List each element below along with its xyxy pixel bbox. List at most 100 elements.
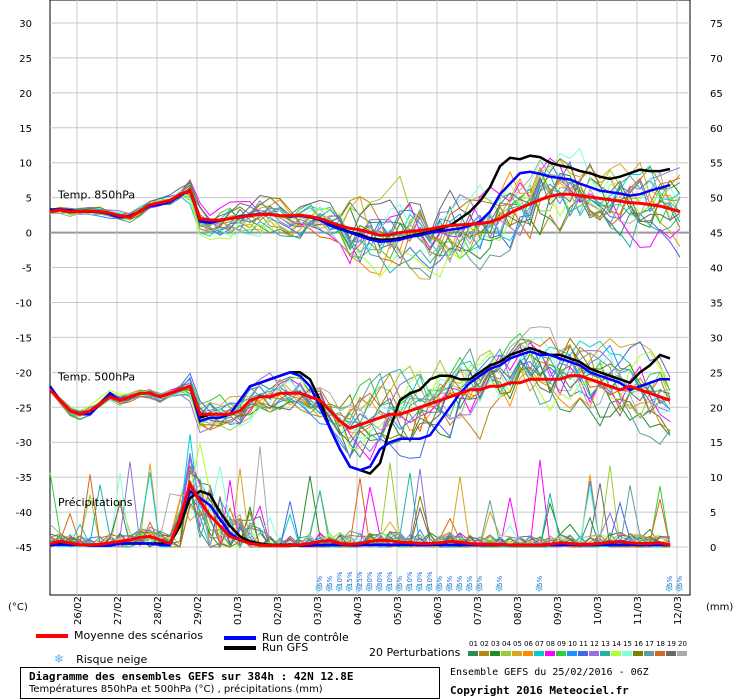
y-left-tick-label: 25 <box>19 54 32 65</box>
snow-risk-value: 5% <box>436 576 444 587</box>
snow-risk-value: 10% <box>386 571 394 587</box>
y-left-tick-label: 10 <box>19 159 32 170</box>
y-right-tick-label: 75 <box>710 19 723 30</box>
perturbation-id: 13 <box>601 640 610 648</box>
x-tick-label: 01/03 <box>233 596 244 625</box>
y-left-tick-label: -45 <box>16 543 32 554</box>
legend-gfs: Run GFS <box>224 641 308 654</box>
perturbation-id: 08 <box>546 640 555 648</box>
x-tick-label: 26/02 <box>73 596 84 625</box>
perturbation-t850-line <box>49 162 681 240</box>
perturbation-t500-line <box>49 359 671 444</box>
x-tick-label: 05/03 <box>393 596 404 625</box>
footer-subtitle: Températures 850hPa et 500hPa (°C) , pré… <box>29 684 323 695</box>
y-right-tick-label: 55 <box>710 159 723 170</box>
x-tick-label: 08/03 <box>513 596 524 625</box>
y-left-unit: (°C) <box>8 602 28 613</box>
panel-label-precip: Précipitations <box>58 496 133 509</box>
x-tick-label: 09/03 <box>553 596 564 625</box>
snow-risk-value: 30% <box>366 571 374 587</box>
snowflake-icon: ❄ <box>534 582 543 595</box>
legend-control-label: Run de contrôle <box>262 631 349 644</box>
y-right-tick-label: 20 <box>710 403 723 414</box>
perturbation-id: 01 <box>469 640 478 648</box>
perturbation-id: 10 <box>568 640 577 648</box>
x-tick-label: 11/03 <box>633 596 644 625</box>
perturbation-swatch <box>666 651 676 656</box>
perturbation-id: 20 <box>678 640 687 648</box>
y-left-tick-label: 5 <box>26 194 32 205</box>
snow-risk-value: 5% <box>316 576 324 587</box>
snowflake-icon: ❄ <box>414 582 423 595</box>
legend-snow-label: Risque neige <box>76 653 148 666</box>
snow-risk-value: 5% <box>456 576 464 587</box>
snowflake-icon: ❄ <box>494 582 503 595</box>
y-left-tick-label: 0 <box>26 229 32 240</box>
perturbation-swatch <box>523 651 533 656</box>
snowflake-icon: ❄ <box>54 652 65 666</box>
snowflake-icon: ❄ <box>374 582 383 595</box>
snowflake-icon: ❄ <box>464 582 473 595</box>
y-right-tick-label: 0 <box>710 543 716 554</box>
perturbation-swatch <box>677 651 687 656</box>
perturbation-id: 11 <box>579 640 588 648</box>
snowflake-icon: ❄ <box>664 582 673 595</box>
snowflake-icon: ❄ <box>454 582 463 595</box>
x-tick-label: 03/03 <box>313 596 324 625</box>
perturbation-id: 02 <box>480 640 489 648</box>
snowflake-icon: ❄ <box>424 582 433 595</box>
y-left-tick-label: -15 <box>16 333 32 344</box>
snow-risk-value: 10% <box>416 571 424 587</box>
series-0-t850-line <box>49 188 681 237</box>
y-left-tick-label: -5 <box>22 264 32 275</box>
snow-risk-value: 15% <box>346 571 354 587</box>
perturbation-id: 16 <box>634 640 643 648</box>
y-right-tick-label: 50 <box>710 194 723 205</box>
perturbation-swatch <box>655 651 665 656</box>
x-tick-label: 07/03 <box>473 596 484 625</box>
series-0-precip-line <box>49 480 671 548</box>
perturbation-swatch <box>479 651 489 656</box>
y-right-tick-label: 10 <box>710 473 723 484</box>
y-left-tick-label: -25 <box>16 403 32 414</box>
perturbation-id: 19 <box>667 640 676 648</box>
perturbation-id: 06 <box>524 640 533 648</box>
x-tick-label: 10/03 <box>593 596 604 625</box>
perturbation-swatch <box>633 651 643 656</box>
perturbation-swatch <box>589 651 599 656</box>
snow-risk-value: 5% <box>676 576 684 587</box>
x-tick-label: 06/03 <box>433 596 444 625</box>
legend-control-swatch <box>224 636 256 640</box>
snow-risk-value: 5% <box>466 576 474 587</box>
perturbation-id: 14 <box>612 640 621 648</box>
main-series-lines <box>48 154 681 548</box>
footer-title: Diagramme des ensembles GEFS sur 384h : … <box>29 670 354 683</box>
perturbation-t850-line <box>49 147 681 250</box>
y-left-tick-label: 30 <box>19 19 32 30</box>
x-tick-label: 27/02 <box>113 596 124 625</box>
perturbation-swatch <box>468 651 478 656</box>
snowflake-icon: ❄ <box>344 582 353 595</box>
y-right-tick-label: 65 <box>710 89 723 100</box>
footer-box: Diagramme des ensembles GEFS sur 384h : … <box>20 667 440 699</box>
perturbation-swatch <box>600 651 610 656</box>
y-left-tick-label: 20 <box>19 89 32 100</box>
snowflake-icon: ❄ <box>404 582 413 595</box>
legend-perturbations-label: 20 Perturbations <box>369 646 461 659</box>
perturbation-swatch <box>512 651 522 656</box>
perturbation-id: 03 <box>491 640 500 648</box>
snowflake-icon: ❄ <box>474 582 483 595</box>
perturbation-swatch <box>644 651 654 656</box>
panel-label-t500: Temp. 500hPa <box>57 370 135 383</box>
perturbation-swatch <box>501 651 511 656</box>
snowflake-icon: ❄ <box>444 582 453 595</box>
perturbation-id: 09 <box>557 640 566 648</box>
snow-risk-value: 30% <box>376 571 384 587</box>
y-right-tick-label: 35 <box>710 298 723 309</box>
snowflake-icon: ❄ <box>314 582 323 595</box>
perturbation-swatch <box>490 651 500 656</box>
perturbation-t500-line <box>49 336 671 433</box>
y-right-tick-label: 40 <box>710 264 723 275</box>
y-right-tick-label: 45 <box>710 229 723 240</box>
